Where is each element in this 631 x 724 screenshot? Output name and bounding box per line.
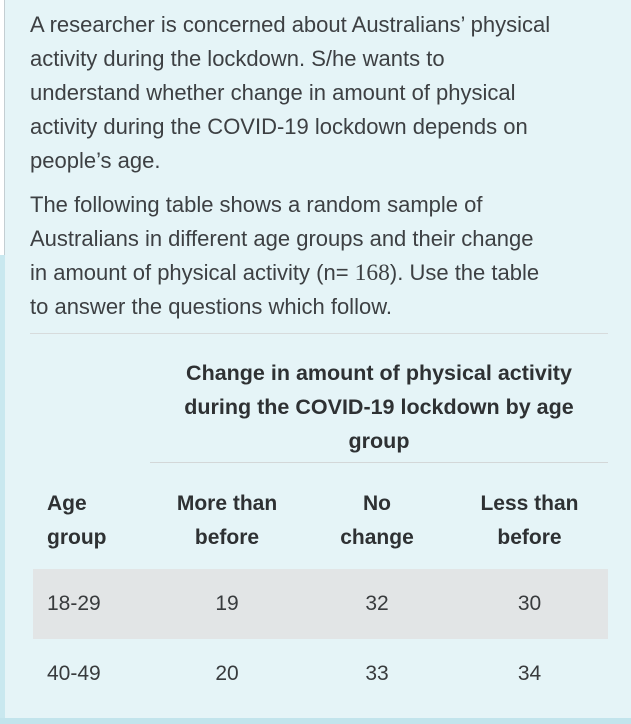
- sample-size-value: 168: [354, 260, 390, 286]
- left-scrollbar-track: [0, 0, 5, 724]
- cell-less-than-before: 30: [517, 592, 542, 615]
- header-line: No: [363, 492, 391, 515]
- paragraph-line: understand whether change in amount of p…: [30, 80, 516, 105]
- column-header-more-than-before: More than before: [151, 487, 303, 555]
- header-line: More than: [176, 492, 278, 515]
- paragraph-line: people’s age.: [30, 148, 161, 173]
- paragraph-line: The following table shows a random sampl…: [30, 192, 483, 217]
- header-line: before: [497, 526, 562, 549]
- paragraph-line: Australians in different age groups and …: [30, 226, 534, 251]
- cell-age-group: 40-49: [47, 662, 101, 685]
- header-line: Less than: [480, 492, 579, 515]
- table-row: 18-29 19 32 30: [33, 569, 608, 639]
- data-table: Age group More than before No change Les…: [33, 463, 608, 709]
- table-title-line: during the COVID-19 lockdown by age: [184, 395, 574, 419]
- paragraph-line: in amount of physical activity (n= 168).…: [30, 256, 608, 290]
- table-title-line: group: [348, 429, 410, 453]
- left-scrollbar-thumb[interactable]: [0, 0, 5, 255]
- cell-more-than-before: 19: [215, 592, 239, 615]
- table-row: 40-49 20 33 34: [33, 639, 608, 709]
- text-segment: ). Use the table: [389, 260, 540, 285]
- table-spanning-header: Change in amount of physical activity du…: [150, 356, 608, 463]
- column-header-no-change: No change: [303, 487, 451, 555]
- column-header-less-than-before: Less than before: [451, 487, 608, 555]
- question-paragraph-2: The following table shows a random sampl…: [30, 188, 608, 324]
- paragraph-line: activity during the lockdown. S/he wants…: [30, 46, 445, 71]
- bottom-scrollbar-track: [0, 718, 631, 724]
- cell-less-than-before: 34: [517, 662, 542, 685]
- cell-age-group: 18-29: [47, 592, 101, 615]
- table-title-line: Change in amount of physical activity: [186, 361, 572, 385]
- cell-no-change: 33: [365, 662, 389, 685]
- cell-more-than-before: 20: [215, 662, 239, 685]
- cell-no-change: 32: [365, 592, 389, 615]
- table-body: 18-29 19 32 30 40-49 20 33 34: [33, 569, 608, 709]
- header-line: Age: [47, 492, 87, 515]
- table-top-divider: [30, 333, 608, 334]
- paragraph-line: A researcher is concerned about Australi…: [30, 12, 551, 37]
- question-panel: A researcher is concerned about Australi…: [30, 8, 608, 709]
- header-line: before: [194, 526, 260, 549]
- header-line: change: [340, 526, 414, 549]
- question-paragraph-1: A researcher is concerned about Australi…: [30, 8, 608, 178]
- column-header-age-group: Age group: [33, 487, 151, 555]
- paragraph-line: to answer the questions which follow.: [30, 294, 392, 319]
- paragraph-line: activity during the COVID-19 lockdown de…: [30, 114, 528, 139]
- text-segment: in amount of physical activity (n=: [30, 260, 355, 285]
- table-header-row: Age group More than before No change Les…: [33, 463, 608, 555]
- header-line: group: [47, 526, 107, 549]
